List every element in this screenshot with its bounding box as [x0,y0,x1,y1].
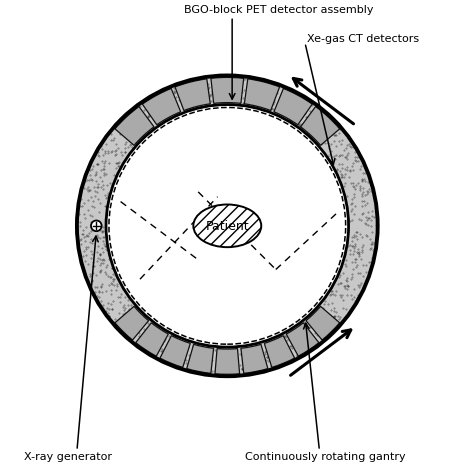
Text: BGO-block PET detector assembly: BGO-block PET detector assembly [183,5,373,15]
Text: X-ray generator: X-ray generator [24,451,111,461]
Wedge shape [244,79,280,111]
Wedge shape [241,345,268,374]
Circle shape [91,221,101,232]
Wedge shape [286,323,319,357]
Text: Xe-gas CT detectors: Xe-gas CT detectors [307,34,419,44]
Circle shape [77,76,378,377]
Wedge shape [175,79,210,111]
Wedge shape [115,307,149,340]
Wedge shape [301,107,340,146]
Text: Continuously rotating gantry: Continuously rotating gantry [245,451,405,461]
Text: Patient: Patient [206,220,249,233]
Circle shape [106,105,348,347]
Wedge shape [306,307,340,340]
Wedge shape [115,107,154,146]
Wedge shape [215,349,239,375]
Wedge shape [142,89,181,126]
Ellipse shape [193,205,261,248]
Wedge shape [136,323,168,357]
Wedge shape [274,89,312,126]
Wedge shape [160,336,191,367]
Wedge shape [187,345,214,374]
Wedge shape [264,336,295,367]
Wedge shape [211,78,244,104]
